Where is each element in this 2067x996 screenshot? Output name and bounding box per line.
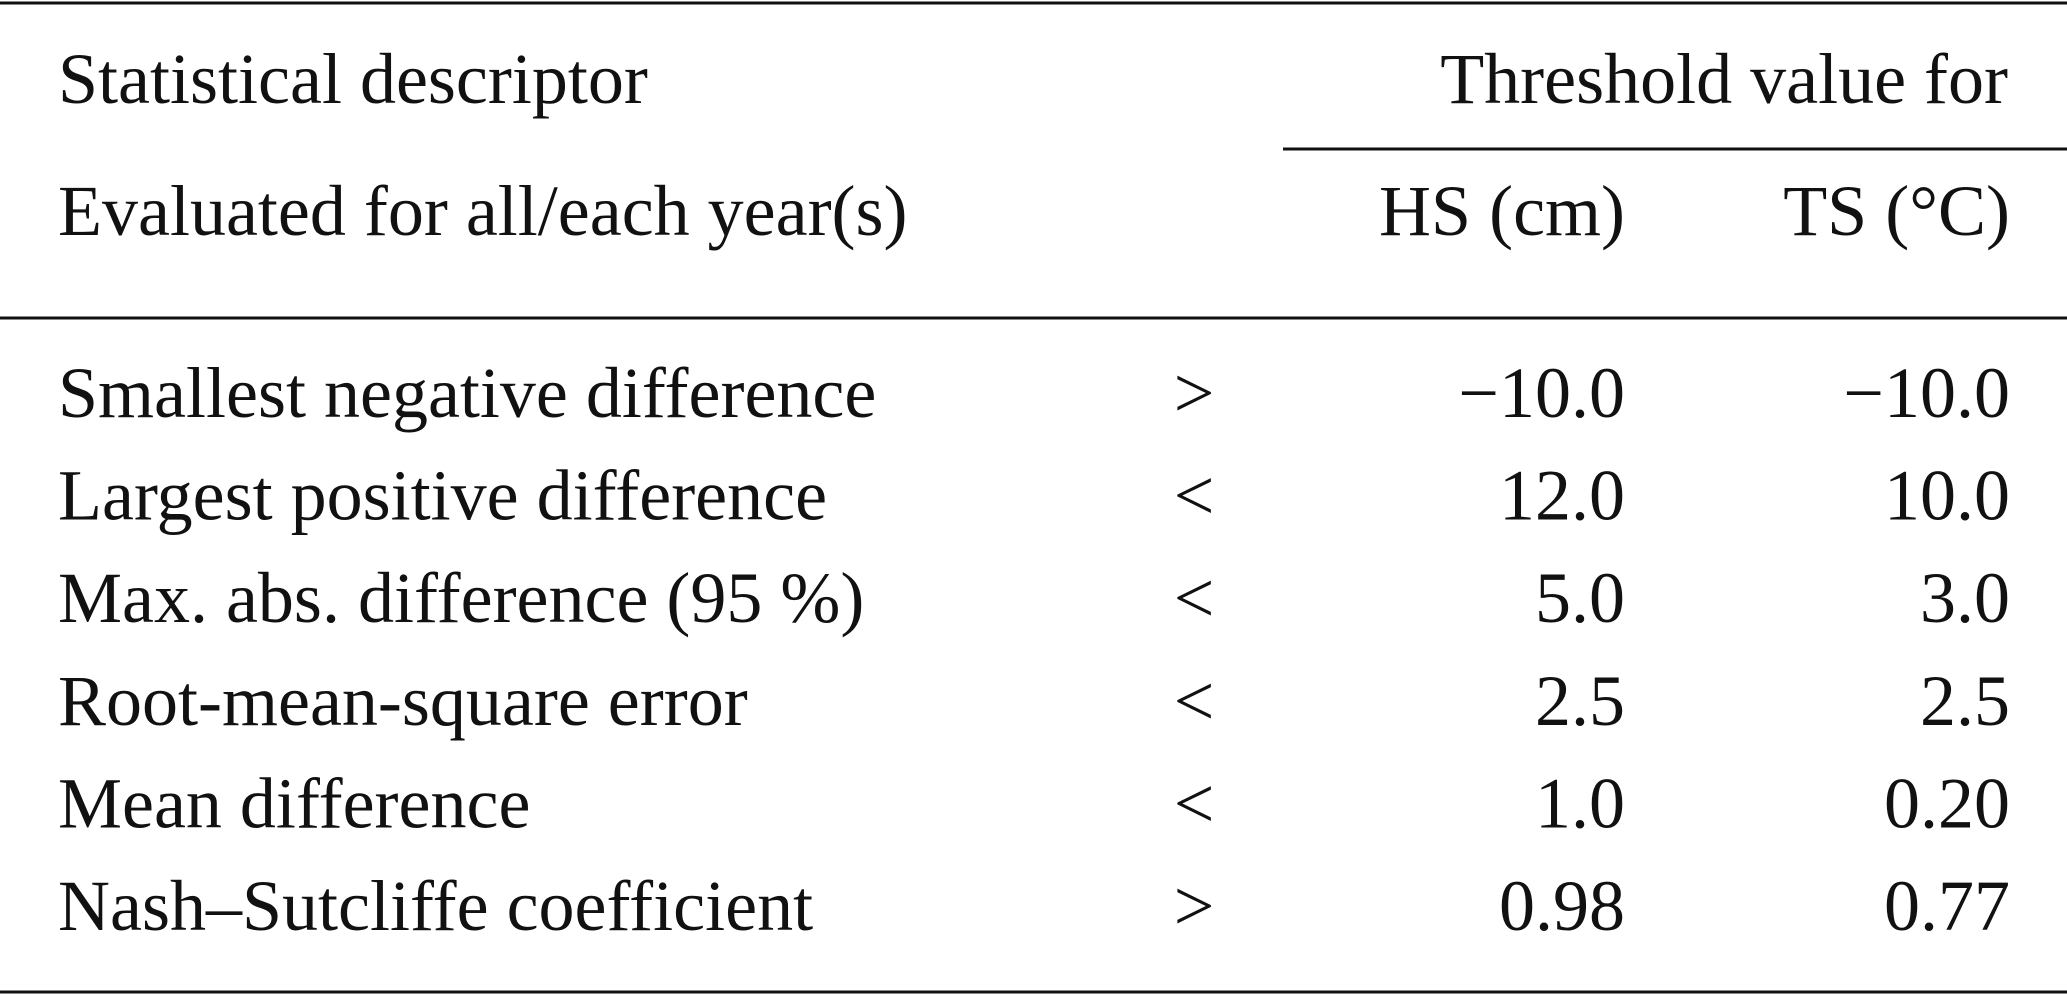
operator: < (1174, 558, 1215, 638)
header-evaluated: Evaluated for all/each year(s) (58, 171, 908, 251)
header-threshold: Threshold value for (1440, 39, 2008, 119)
row-label: Max. abs. difference (95 %) (58, 558, 864, 638)
ts-threshold: −10.0 (1843, 353, 2010, 433)
hs-threshold: 5.0 (1535, 558, 1625, 638)
hs-threshold: 0.98 (1499, 866, 1625, 946)
operator: < (1174, 763, 1215, 843)
ts-threshold: 0.77 (1884, 866, 2010, 946)
header-descriptor: Statistical descriptor (58, 39, 648, 119)
hs-threshold: 12.0 (1499, 456, 1625, 536)
ts-threshold: 10.0 (1884, 456, 2010, 536)
row-label: Largest positive difference (58, 456, 827, 536)
hs-threshold: 2.5 (1535, 661, 1625, 741)
column-header: HS (cm) (1379, 171, 1625, 251)
row-label: Root-mean-square error (58, 661, 748, 741)
row-label: Smallest negative difference (58, 353, 876, 433)
ts-threshold: 3.0 (1920, 558, 2010, 638)
hs-threshold: −10.0 (1458, 353, 1625, 433)
operator: > (1174, 866, 1215, 946)
ts-threshold: 2.5 (1920, 661, 2010, 741)
ts-threshold: 0.20 (1884, 763, 2010, 843)
operator: < (1174, 456, 1215, 536)
operator: < (1174, 661, 1215, 741)
row-label: Nash–Sutcliffe coefficient (58, 866, 813, 946)
hs-threshold: 1.0 (1535, 763, 1625, 843)
column-header: TS (°C) (1783, 171, 2010, 251)
row-label: Mean difference (58, 763, 530, 843)
operator: > (1174, 353, 1215, 433)
